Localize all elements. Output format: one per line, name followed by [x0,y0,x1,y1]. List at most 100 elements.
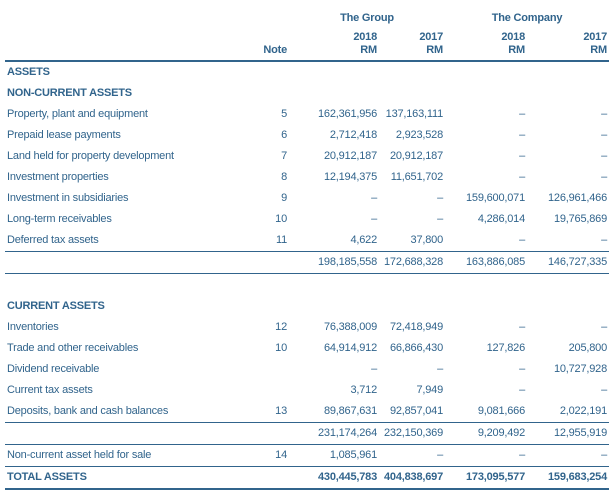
amount-cell: 9,209,492 [445,422,527,445]
amount-cell: 92,857,041 [389,405,443,417]
note-cell: 12 [275,321,287,333]
balance-sheet-table: The Group The Company 2018 2017 2018 201… [5,8,609,490]
year-header-group-2018: 2018 [353,31,377,43]
row-label: Current tax assets [7,384,93,396]
amount-cell: 9,081,666 [477,405,525,417]
item-row: Prepaid lease payments 6 2,712,418 2,923,52… [5,125,609,146]
row-label: TOTAL ASSETS [5,466,257,490]
amount-cell: 2,022,191 [559,405,607,417]
amount-cell: 127,826 [486,342,526,354]
amount-cell: – [601,321,607,333]
amount-cell: 4,286,014 [477,213,525,225]
row-label: Investment properties [7,171,109,183]
amount-cell: 3,712 [350,384,377,396]
section-row: NON-CURRENT ASSETS [5,83,609,104]
row-label: Property, plant and equipment [7,108,148,120]
financial-statement-page: { "colors": { "ink": "#31648c", "backgro… [0,8,614,490]
amount-cell: 20,912,187 [323,150,377,162]
amount-cell: 159,600,071 [466,192,525,204]
header-spacer [5,27,257,44]
row-label: Long-term receivables [7,213,112,225]
year-header-company-2017: 2017 [583,31,607,43]
amount-cell: – [527,444,609,467]
subtotal-row: 231,174,264 232,150,369 9,209,492 12,955,91… [5,422,609,445]
row-label: Deposits, bank and cash balances [7,405,169,417]
header-spacer [5,44,257,62]
amount-cell: 2,923,528 [395,129,443,141]
year-header-company-2018: 2018 [501,31,525,43]
amount-cell: 173,095,577 [445,466,527,490]
amount-cell: 404,838,697 [379,466,445,490]
section-row: ASSETS [5,61,609,83]
note-cell [257,251,289,274]
note-cell: 5 [281,108,287,120]
amount-cell: – [601,171,607,183]
unit-header: RM [379,44,445,62]
item-row: Deferred tax assets 11 4,622 37,800 – – [5,230,609,252]
section-label: CURRENT ASSETS [7,300,105,312]
item-row: Dividend receivable – – – 10,727,928 [5,359,609,380]
unit-header: RM [445,44,527,62]
rows: ASSETS NON-CURRENT ASSETS Property, plant … [5,61,609,490]
amount-cell: 12,194,375 [323,171,377,183]
amount-cell: – [371,213,377,225]
amount-cell: 205,800 [568,342,608,354]
amount-cell: 89,867,631 [323,405,377,417]
spacer [5,274,609,297]
group-header-row: The Group The Company [5,8,609,27]
note-cell [257,466,289,490]
amount-cell: – [519,234,525,246]
amount-cell: 20,912,187 [389,150,443,162]
amount-cell: 126,961,466 [548,192,607,204]
section-label: NON-CURRENT ASSETS [7,87,132,99]
item-row: Long-term receivables 10 – – 4,286,014 19,765… [5,209,609,230]
note-cell [257,359,289,380]
header-spacer [5,8,289,27]
amount-cell: 159,683,254 [527,466,609,490]
amount-cell: 137,163,111 [385,108,444,120]
note-cell: 14 [257,444,289,467]
amount-cell: 1,085,961 [289,444,379,467]
note-cell: 7 [281,150,287,162]
item-row: Non-current asset held for sale 14 1,085,9… [5,444,609,467]
amount-cell: – [601,384,607,396]
note-cell: 9 [281,192,287,204]
amount-cell: 76,388,009 [323,321,377,333]
row-label: Inventories [7,321,59,333]
subtotal-row: 198,185,558 172,688,328 163,886,085 146,727… [5,251,609,274]
amount-cell: – [519,129,525,141]
amount-cell: – [437,363,443,375]
item-row: Property, plant and equipment 5 162,361,95… [5,104,609,125]
note-cell [257,422,289,445]
note-cell: 8 [281,171,287,183]
amount-cell: – [519,150,525,162]
company-column-header: The Company [491,12,563,24]
amount-cell: 172,688,328 [379,251,445,274]
item-row: Investment in subsidiaries 9 – – 159,600,071… [5,188,609,209]
amount-cell: 146,727,335 [527,251,609,274]
note-cell: 11 [275,234,287,246]
amount-cell: 232,150,369 [379,422,445,445]
amount-cell: – [371,192,377,204]
amount-cell: 430,445,783 [289,466,379,490]
total-row: TOTAL ASSETS 430,445,783 404,838,697 173,09… [5,466,609,490]
section-label: ASSETS [7,66,50,78]
year-header-row: 2018 2017 2018 2017 [5,27,609,44]
amount-cell: 2,712,418 [329,129,377,141]
header-rows: The Group The Company 2018 2017 2018 201… [5,8,609,62]
amount-cell: – [519,321,525,333]
amount-cell: 7,949 [416,384,443,396]
unit-header-row: Note RM RM RM RM [5,44,609,62]
row-label: Prepaid lease payments [7,129,121,141]
note-cell [257,380,289,401]
amount-cell: 4,622 [350,234,377,246]
amount-cell: – [371,363,377,375]
unit-header: RM [527,44,609,62]
row-label [5,422,257,445]
row-label: Trade and other receivables [7,342,139,354]
amount-cell: 162,361,956 [318,108,377,120]
note-cell: 13 [275,405,287,417]
year-header-group-2017: 2017 [419,31,443,43]
amount-cell: – [519,384,525,396]
amount-cell: 163,886,085 [445,251,527,274]
